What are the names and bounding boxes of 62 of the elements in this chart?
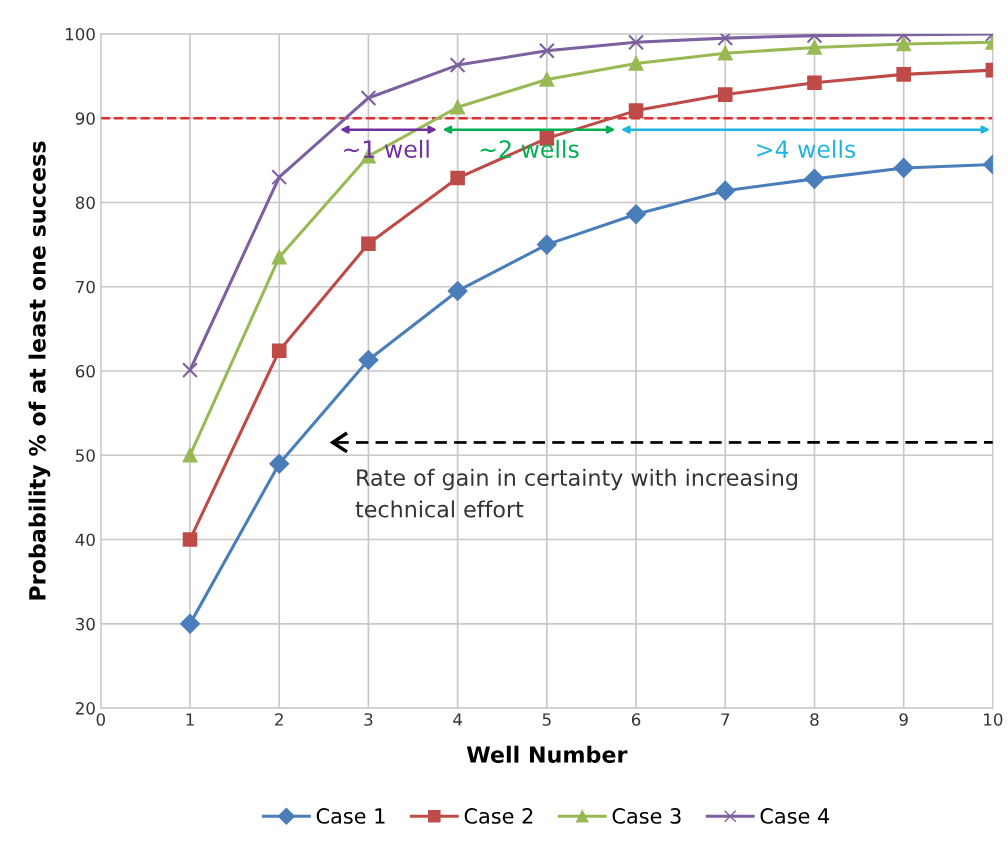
point bbox=[182, 532, 198, 547]
y-tick-label: 70 bbox=[76, 280, 95, 294]
x-tick-label: 3 bbox=[364, 713, 373, 726]
x-tick-label: 9 bbox=[899, 713, 908, 726]
point bbox=[538, 42, 555, 59]
point bbox=[807, 75, 822, 91]
y-tick-label: 40 bbox=[75, 533, 95, 547]
point bbox=[180, 613, 200, 634]
point bbox=[715, 180, 736, 201]
x-tick-label: 6 bbox=[631, 713, 641, 726]
annotation: ~2 wells bbox=[480, 139, 579, 159]
y-tick-label: 90 bbox=[75, 112, 95, 125]
point bbox=[896, 67, 911, 82]
x-tick-label: 5 bbox=[542, 713, 551, 726]
y-tick-label: 50 bbox=[76, 449, 95, 462]
x-tick-label: 7 bbox=[721, 713, 730, 726]
point bbox=[182, 362, 198, 379]
point bbox=[804, 168, 825, 189]
point bbox=[360, 89, 377, 106]
y-axis-title: Probability % of at least one success bbox=[28, 141, 51, 600]
x-tick-label: 1 bbox=[186, 713, 194, 726]
legend-label: Case 4 bbox=[760, 808, 830, 824]
y-tick-label: 60 bbox=[75, 364, 95, 378]
x-tick-label: 0 bbox=[96, 713, 105, 726]
y-tick-label: 80 bbox=[75, 196, 95, 210]
point bbox=[628, 103, 644, 118]
x-tick-label: 10 bbox=[984, 713, 1003, 726]
point bbox=[450, 170, 465, 186]
point bbox=[271, 169, 288, 186]
point bbox=[449, 57, 466, 74]
point bbox=[271, 343, 287, 359]
y-tick-label: 30 bbox=[76, 617, 95, 631]
annotation: ~1 well bbox=[344, 139, 429, 159]
y-tick-label: 100 bbox=[65, 27, 95, 41]
annotation: >4 wells bbox=[757, 139, 856, 159]
point bbox=[536, 234, 557, 255]
point bbox=[807, 40, 822, 55]
point bbox=[271, 249, 287, 265]
x-axis-title: Well Number bbox=[466, 745, 628, 763]
legend-label: Case 2 bbox=[464, 808, 533, 824]
point bbox=[628, 56, 644, 71]
point bbox=[358, 350, 379, 370]
point bbox=[628, 34, 645, 51]
point bbox=[361, 236, 376, 252]
point bbox=[447, 281, 468, 301]
point bbox=[717, 33, 734, 47]
point bbox=[717, 46, 733, 61]
annotation: Rate of gain in certainty with increasing technical effort bbox=[355, 468, 797, 518]
legend-label: Case 1 bbox=[316, 808, 385, 824]
point bbox=[450, 99, 465, 115]
point bbox=[182, 447, 198, 463]
point bbox=[269, 453, 290, 474]
x-tick-label: 8 bbox=[810, 713, 819, 726]
legend-label: Case 3 bbox=[612, 808, 681, 824]
point bbox=[626, 204, 646, 225]
x-tick-label: 4 bbox=[453, 713, 462, 726]
x-tick-label: 2 bbox=[275, 713, 283, 726]
y-tick-label: 20 bbox=[75, 702, 95, 715]
point bbox=[717, 87, 733, 102]
point bbox=[539, 72, 555, 87]
point bbox=[893, 158, 914, 178]
point bbox=[896, 36, 911, 52]
